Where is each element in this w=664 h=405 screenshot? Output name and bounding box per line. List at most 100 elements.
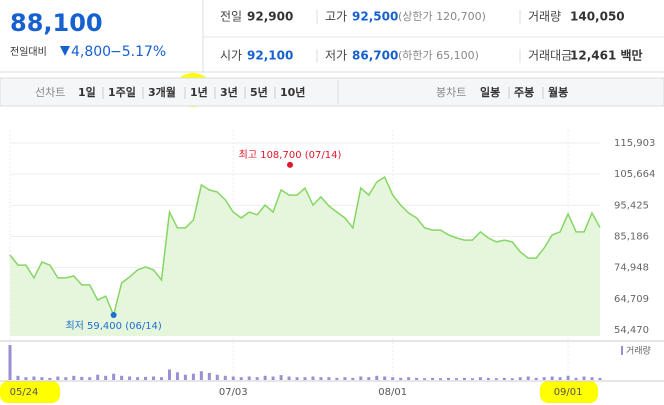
change-rate: −5.17%	[110, 44, 166, 60]
volume-bar	[470, 378, 474, 380]
volume-bar	[64, 377, 68, 380]
tab[interactable]: 1일	[78, 85, 96, 99]
field-label: 고가	[325, 10, 347, 24]
volume-bar	[510, 378, 514, 380]
volume-bar	[152, 376, 156, 380]
volume-bar	[175, 372, 179, 380]
field-value: 86,700	[352, 49, 398, 63]
tab[interactable]: 3년	[220, 85, 238, 99]
volume-bar	[391, 377, 395, 380]
volume-bar	[327, 377, 331, 380]
x-tick-label: 07/03	[219, 387, 248, 398]
volume-bar	[128, 376, 132, 380]
volume-bar	[8, 345, 12, 380]
volume-bar	[478, 377, 482, 380]
volume-bar	[279, 375, 283, 380]
volume-bar	[542, 377, 546, 380]
volume-bar	[303, 377, 307, 380]
x-tick-label: 09/01	[554, 387, 583, 398]
volume-bar	[335, 377, 339, 380]
field-value: 92,100	[247, 49, 293, 63]
volume-bar	[359, 376, 363, 380]
area	[10, 177, 600, 336]
legend-swatch	[621, 346, 623, 355]
volume-bar	[215, 374, 219, 380]
change: 4,800	[71, 44, 111, 60]
volume-bar	[80, 376, 84, 380]
volume-bar	[494, 378, 498, 380]
volume-bar	[454, 378, 458, 380]
volume-bar	[287, 376, 291, 380]
field-label: 거래량	[528, 10, 561, 24]
volume-bar	[136, 377, 140, 380]
field-label: 거래대금	[528, 49, 572, 63]
x-tick-label: 05/24	[10, 387, 39, 398]
volume-bar	[534, 377, 538, 380]
tab[interactable]: 월봉	[548, 85, 568, 99]
volume-bar	[159, 377, 163, 380]
volume-bar	[223, 375, 227, 380]
volume-bar	[120, 375, 124, 380]
field-note: (상한가 120,700)	[398, 10, 486, 23]
volume-bar	[423, 378, 427, 380]
volume-bar	[590, 377, 594, 380]
tab[interactable]: 3개월	[148, 85, 176, 99]
y-tick-label: 105,664	[614, 169, 655, 180]
volume-bar	[431, 377, 435, 380]
volume-bar	[48, 377, 52, 380]
volume-bar	[88, 377, 92, 380]
price: 88,100	[10, 9, 103, 37]
tab[interactable]: 1주일	[108, 85, 136, 99]
volume-label: 거래량	[626, 345, 651, 357]
volume-bar	[96, 374, 100, 380]
field-value: 12,461 백만	[570, 48, 643, 63]
volume-bar	[447, 377, 451, 380]
volume-bar	[199, 371, 203, 380]
tab-bar	[0, 77, 664, 107]
volume-bar	[16, 375, 20, 380]
volume-bar	[311, 376, 315, 380]
y-tick-label: 64,709	[614, 294, 649, 305]
volume-bar	[263, 375, 267, 380]
tab[interactable]: 주봉	[514, 86, 534, 99]
down-icon	[60, 46, 70, 56]
highlight	[0, 381, 60, 403]
volume-bar	[399, 377, 403, 380]
volume-bar	[383, 376, 387, 380]
volume-bar	[462, 377, 466, 380]
volume-bar	[104, 375, 108, 380]
volume-bar	[574, 377, 578, 380]
y-tick-label: 85,186	[614, 232, 649, 243]
y-tick-label: 54,470	[614, 325, 649, 336]
volume-bar	[550, 376, 554, 380]
field-label: 저가	[325, 49, 347, 63]
volume-bar	[295, 377, 299, 380]
volume-bar	[518, 377, 522, 380]
volume-bar	[56, 376, 60, 380]
tab-group-label: 봉차트	[436, 86, 466, 99]
tab[interactable]: 10년	[280, 85, 305, 99]
volume-bar	[566, 375, 570, 380]
tab[interactable]: 일봉	[480, 85, 500, 99]
volume-bar	[191, 373, 195, 380]
volume-bar	[239, 377, 243, 380]
volume-bar	[526, 376, 530, 380]
volume-bar	[439, 378, 443, 380]
volume-bar	[271, 376, 275, 380]
tab[interactable]: 1년	[190, 85, 208, 99]
volume-bar	[558, 377, 562, 380]
field-note: (하한가 65,100)	[398, 48, 479, 62]
volume-bar	[24, 377, 28, 380]
volume-bar	[367, 377, 371, 380]
field-label: 전일	[220, 10, 242, 24]
volume-bar	[351, 377, 355, 380]
volume-bar	[375, 375, 379, 380]
volume-bar	[415, 377, 419, 380]
highlight	[540, 381, 598, 403]
min-label: 최저 59,400 (06/14)	[65, 320, 161, 332]
field-value: 92,900	[247, 10, 293, 24]
volume-bar	[319, 377, 323, 380]
line	[9, 176, 601, 318]
tab[interactable]: 5년	[250, 85, 268, 99]
